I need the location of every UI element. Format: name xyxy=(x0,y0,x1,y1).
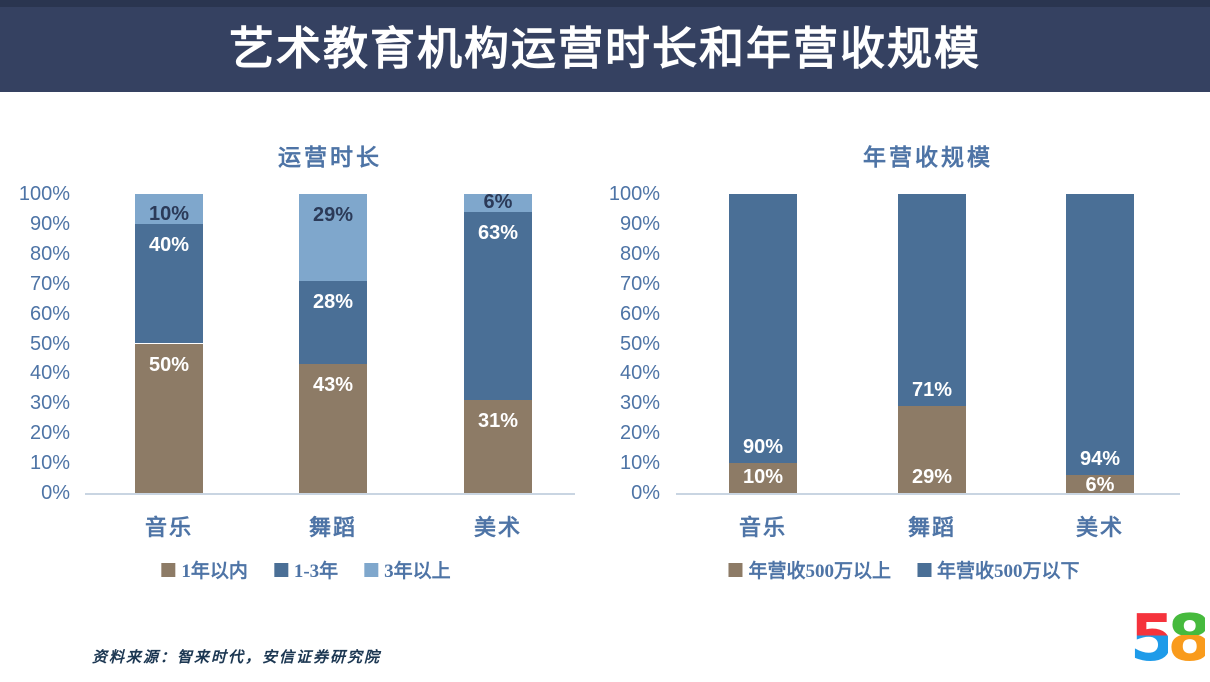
data-label: 94% xyxy=(1079,448,1121,471)
logo-digit-8: 8 xyxy=(1167,602,1210,676)
data-label: 71% xyxy=(911,379,953,402)
bar-segment xyxy=(729,463,797,493)
y-axis-tick-label: 50% xyxy=(619,332,660,355)
y-axis-tick-label: 80% xyxy=(619,242,660,265)
legend-swatch xyxy=(273,562,288,577)
data-label: 6% xyxy=(1085,474,1115,497)
category-label: 美术 xyxy=(473,515,522,540)
y-axis-tick-label: 100% xyxy=(608,183,660,205)
y-axis-tick-label: 40% xyxy=(29,362,70,385)
bar-segment xyxy=(135,194,203,224)
y-axis-tick-label: 60% xyxy=(29,302,70,325)
data-label: 50% xyxy=(148,353,190,376)
data-label: 28% xyxy=(312,290,354,313)
58-logo: 58 xyxy=(1130,602,1210,676)
bar-segment xyxy=(464,194,532,212)
y-axis-tick-label: 20% xyxy=(619,422,660,445)
category-label: 音乐 xyxy=(144,515,193,540)
bar-segment xyxy=(299,194,367,281)
legend-item: 1年以内 xyxy=(161,556,248,583)
title-bar: 艺术教育机构运营时长和年营收规模 xyxy=(0,0,1210,92)
x-axis-line xyxy=(676,493,1180,495)
chart-legend: 年营收500万以上 年营收500万以下 xyxy=(728,556,1080,583)
y-axis-tick-label: 90% xyxy=(29,212,70,235)
data-label: 10% xyxy=(742,466,784,488)
chart-legend: 1年以内 1-3年 3年以上 xyxy=(161,556,451,583)
logo-digit-5: 5 xyxy=(1130,602,1174,676)
source-note: 资料来源：智来时代，安信证券研究院 xyxy=(92,650,382,666)
legend-swatch xyxy=(728,562,743,577)
bar-segment xyxy=(464,211,532,401)
data-label: 29% xyxy=(312,204,354,226)
y-axis-tick-label: 20% xyxy=(29,422,70,445)
y-axis-tick-label: 10% xyxy=(29,452,70,475)
legend-label: 3年以上 xyxy=(384,561,451,582)
data-label: 6% xyxy=(483,190,513,213)
bar-segment xyxy=(299,364,367,493)
y-axis-tick-label: 100% xyxy=(18,183,70,205)
category-label: 音乐 xyxy=(738,515,787,540)
legend-swatch xyxy=(917,562,931,577)
bar-segment xyxy=(898,194,966,407)
y-axis-tick-label: 70% xyxy=(619,272,660,295)
bar-segment xyxy=(299,280,367,365)
y-axis-tick-label: 90% xyxy=(619,212,660,235)
bar-segment xyxy=(729,194,797,464)
y-axis-tick-label: 80% xyxy=(29,242,70,265)
bar-segment xyxy=(135,223,203,344)
data-label: 31% xyxy=(477,410,519,433)
data-label: 90% xyxy=(742,436,784,459)
legend-item: 3年以上 xyxy=(364,556,451,583)
legend-item: 年营收500万以下 xyxy=(917,556,1080,583)
data-label: 40% xyxy=(148,233,190,256)
y-axis-tick-label: 50% xyxy=(29,332,70,355)
y-axis-tick-label: 40% xyxy=(619,362,660,385)
y-axis-tick-label: 70% xyxy=(29,272,70,295)
duration-chart-title: 运营时长 xyxy=(278,145,382,170)
legend-label: 年营收500万以上 xyxy=(748,561,891,582)
y-axis-tick-label: 10% xyxy=(619,452,660,475)
bar-segment xyxy=(1066,194,1134,476)
legend-label: 年营收500万以下 xyxy=(937,561,1080,582)
y-axis-tick-label: 0% xyxy=(631,482,660,504)
legend-label: 1年以内 xyxy=(181,561,248,582)
category-label: 舞蹈 xyxy=(907,515,956,540)
category-label: 美术 xyxy=(1075,515,1124,540)
bar-segment xyxy=(1066,475,1134,493)
page-title: 艺术教育机构运营时长和年营收规模 xyxy=(228,24,981,74)
data-label: 29% xyxy=(911,466,953,488)
y-axis-tick-label: 30% xyxy=(619,392,660,415)
y-axis-tick-label: 30% xyxy=(29,392,70,415)
legend-swatch xyxy=(364,562,379,577)
legend-item: 1-3年 xyxy=(273,556,339,583)
legend-swatch xyxy=(161,562,176,577)
y-axis-tick-label: 60% xyxy=(619,302,660,325)
legend-item: 年营收500万以上 xyxy=(728,556,891,583)
x-axis-line xyxy=(85,493,575,495)
bar-segment xyxy=(898,406,966,493)
data-label: 43% xyxy=(312,374,354,397)
y-axis-tick-label: 0% xyxy=(41,482,70,504)
data-label: 63% xyxy=(477,221,519,244)
legend-label: 1-3年 xyxy=(293,561,339,582)
revenue-chart-title: 年营收规模 xyxy=(863,145,993,170)
category-label: 舞蹈 xyxy=(308,515,357,540)
bar-segment xyxy=(135,343,203,493)
data-label: 10% xyxy=(148,202,190,225)
bar-segment xyxy=(464,400,532,493)
